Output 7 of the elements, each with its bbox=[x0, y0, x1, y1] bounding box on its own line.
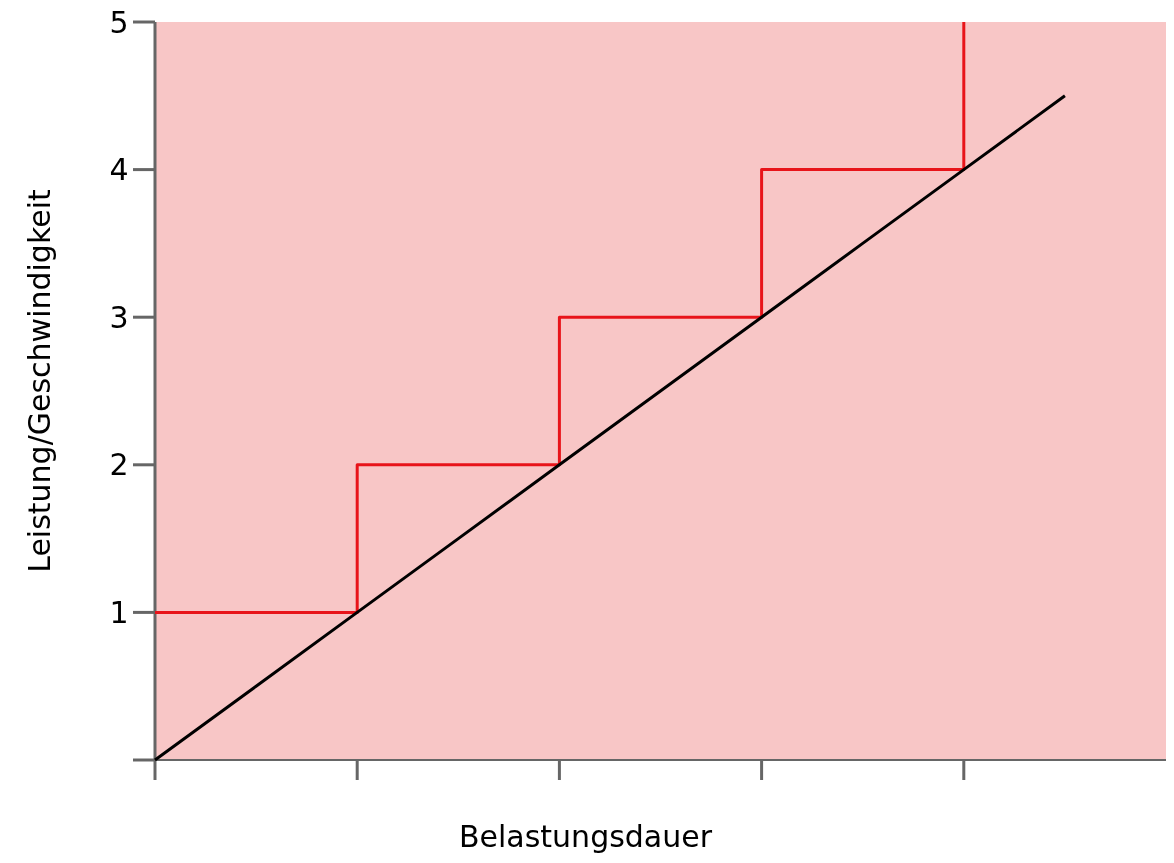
y-tick-label: 2 bbox=[109, 447, 129, 483]
y-axis-title: Leistung/Geschwindigkeit bbox=[22, 188, 57, 573]
y-tick-label: 1 bbox=[109, 594, 129, 630]
y-tick-label: 3 bbox=[109, 299, 129, 335]
y-tick-label: 5 bbox=[109, 4, 129, 40]
x-axis-title: Belastungsdauer bbox=[458, 819, 713, 854]
y-tick-label: 4 bbox=[109, 152, 129, 188]
